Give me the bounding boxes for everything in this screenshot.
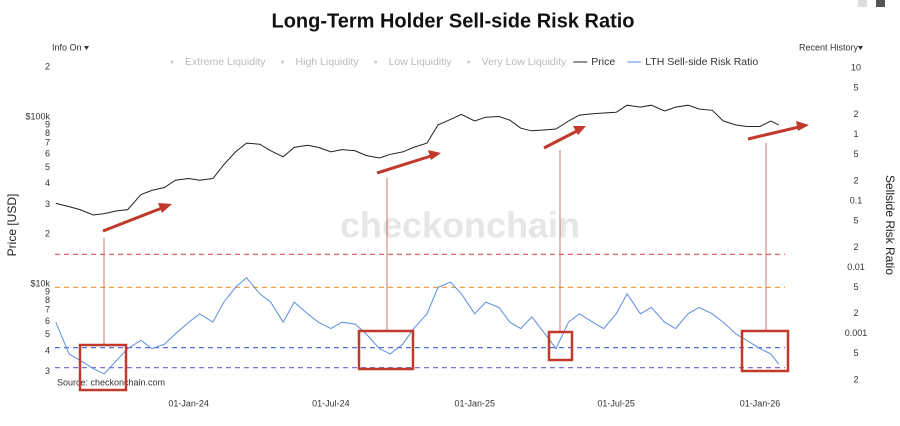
y2-tick-label: 10 bbox=[851, 62, 861, 72]
plot: 2$100k98765432$10k987654310521520.1520.0… bbox=[25, 56, 867, 409]
icon[interactable] bbox=[876, 0, 885, 7]
y-tick-label: 6 bbox=[45, 149, 50, 159]
menu-caret bbox=[858, 46, 863, 50]
y-tick-label: 8 bbox=[45, 295, 50, 305]
y-tick-label: 9 bbox=[45, 286, 50, 296]
y2-tick-label: 5 bbox=[853, 215, 858, 225]
y-tick-label: 8 bbox=[45, 128, 50, 138]
legend-label[interactable]: Low Liquiditiy bbox=[389, 56, 453, 68]
y2-tick-label: 0.01 bbox=[847, 262, 865, 272]
y-tick-label: 6 bbox=[45, 316, 50, 326]
y-axis-title: Price [USD] bbox=[5, 194, 19, 257]
highlight-box bbox=[547, 330, 574, 362]
legend-label[interactable]: Very Low Liquidity bbox=[482, 56, 567, 68]
arrow bbox=[102, 206, 163, 233]
history-menu[interactable]: Recent History bbox=[799, 42, 859, 52]
x-tick-label: 01-Jul-24 bbox=[312, 398, 350, 408]
y-tick-label: 4 bbox=[45, 345, 50, 355]
y2-tick-label: 5 bbox=[853, 82, 858, 92]
arrow-head bbox=[796, 121, 809, 131]
y2-tick-label: 0.1 bbox=[850, 195, 863, 205]
highlight-box bbox=[78, 343, 128, 392]
y2-tick-label: 5 bbox=[853, 348, 858, 358]
legend-dot bbox=[170, 60, 174, 64]
arrow bbox=[747, 125, 800, 141]
x-tick-label: 01-Jul-25 bbox=[597, 398, 635, 408]
y-tick-label: 4 bbox=[45, 178, 50, 188]
y-tick-label: $100k bbox=[25, 112, 50, 122]
chart-title: Long-Term Holder Sell-side Risk Ratio bbox=[271, 10, 634, 32]
legend-label[interactable]: High Liquidity bbox=[296, 56, 360, 68]
watermark: checkonchain bbox=[340, 205, 580, 246]
x-tick-label: 01-Jan-24 bbox=[168, 398, 209, 408]
arrow-head bbox=[573, 126, 586, 135]
arrow bbox=[543, 129, 578, 150]
legend-label[interactable]: LTH Sell-side Risk Ratio bbox=[645, 56, 758, 68]
y2-tick-label: 0.001 bbox=[845, 328, 868, 338]
legend-dot bbox=[467, 60, 471, 64]
arrow-head bbox=[428, 150, 441, 160]
source: Source: checkonchain.com bbox=[57, 377, 165, 387]
arrow-head bbox=[158, 203, 172, 213]
y-tick-label: 7 bbox=[45, 305, 50, 315]
y2-tick-label: 2 bbox=[853, 308, 858, 318]
y2-tick-label: 1 bbox=[853, 129, 858, 139]
y-tick-label: 5 bbox=[45, 329, 50, 339]
legend-dot bbox=[374, 60, 378, 64]
y-tick-label: 2 bbox=[45, 61, 50, 71]
y2-tick-label: 2 bbox=[853, 175, 858, 185]
y-tick-label: 2 bbox=[45, 228, 50, 238]
legend-label[interactable]: Price bbox=[591, 56, 615, 68]
info-menu[interactable]: Info On bbox=[52, 42, 82, 52]
y-tick-label: 7 bbox=[45, 137, 50, 147]
icon[interactable] bbox=[858, 0, 867, 7]
y-tick-label: $10k bbox=[30, 279, 50, 289]
arrow bbox=[376, 154, 432, 175]
y-tick-label: 5 bbox=[45, 162, 50, 172]
y-tick-label: 3 bbox=[45, 199, 50, 209]
annotations bbox=[78, 121, 809, 392]
highlight-box bbox=[357, 329, 415, 371]
y2-tick-label: 2 bbox=[853, 375, 858, 385]
y2-tick-label: 5 bbox=[853, 282, 858, 292]
x-tick-label: 01-Jan-25 bbox=[454, 398, 495, 408]
y-tick-label: 9 bbox=[45, 119, 50, 129]
series-line bbox=[55, 104, 779, 216]
highlight-box bbox=[740, 329, 790, 373]
y2-axis-title: Sellside Risk Ratio bbox=[883, 175, 897, 275]
y2-tick-label: 2 bbox=[853, 109, 858, 119]
y2-tick-label: 2 bbox=[853, 242, 858, 252]
y-tick-label: 3 bbox=[45, 366, 50, 376]
legend-dot bbox=[281, 60, 285, 64]
menu-caret bbox=[84, 46, 89, 50]
x-tick-label: 01-Jan-26 bbox=[740, 398, 781, 408]
legend-label[interactable]: Extreme Liquidity bbox=[185, 56, 266, 68]
y2-tick-label: 5 bbox=[853, 149, 858, 159]
series-line bbox=[55, 276, 780, 375]
